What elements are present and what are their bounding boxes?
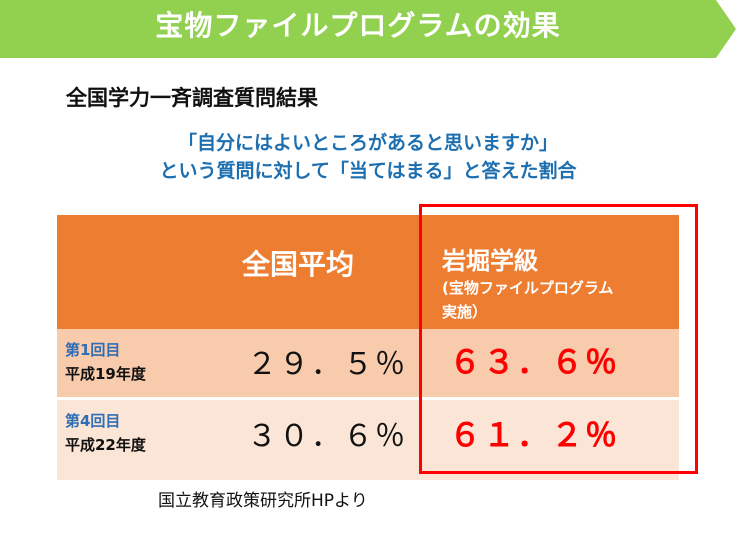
banner-arrow-shape — [0, 0, 736, 58]
title-banner: 宝物ファイルプログラムの効果 — [0, 0, 736, 58]
results-table: 全国平均 岩堀学級 (宝物ファイルプログラム 実施） 第1回目 平成19年度 ２… — [57, 215, 679, 480]
header-class-note-line1: (宝物ファイルプログラム — [442, 279, 614, 297]
header-class-note-line2: 実施） — [442, 303, 488, 321]
page-title: 宝物ファイルプログラムの効果 — [155, 9, 561, 42]
row-label-round: 第4回目 — [65, 412, 121, 430]
class-value: ６３．６％ — [449, 343, 620, 381]
row-label-year: 平成19年度 — [65, 365, 146, 383]
question-line-1: 「自分にはよいところがあると思いますか」 — [177, 132, 558, 154]
header-class-name: 岩堀学級 — [442, 247, 538, 275]
class-value: ６１．２％ — [449, 416, 620, 454]
class-highlight-frame — [419, 204, 698, 474]
question-line-2: という質問に対して「当てはまる」と答えた割合 — [159, 160, 577, 182]
national-value: ３０．６％ — [247, 419, 407, 454]
national-value: ２９．５％ — [247, 347, 407, 382]
source-note: 国立教育政策研究所HPより — [158, 491, 368, 511]
header-national-average: 全国平均 — [242, 248, 355, 281]
table-header-row: 全国平均 岩堀学級 (宝物ファイルプログラム 実施） — [57, 215, 679, 329]
table-row: 第1回目 平成19年度 ２９．５％ ６３．６％ — [57, 329, 679, 397]
survey-subtitle: 全国学力一斉調査質問結果 — [66, 86, 318, 110]
row-label-round: 第1回目 — [65, 341, 121, 359]
row-label-year: 平成22年度 — [65, 436, 146, 454]
table-row: 第4回目 平成22年度 ３０．６％ ６１．２％ — [57, 400, 679, 480]
